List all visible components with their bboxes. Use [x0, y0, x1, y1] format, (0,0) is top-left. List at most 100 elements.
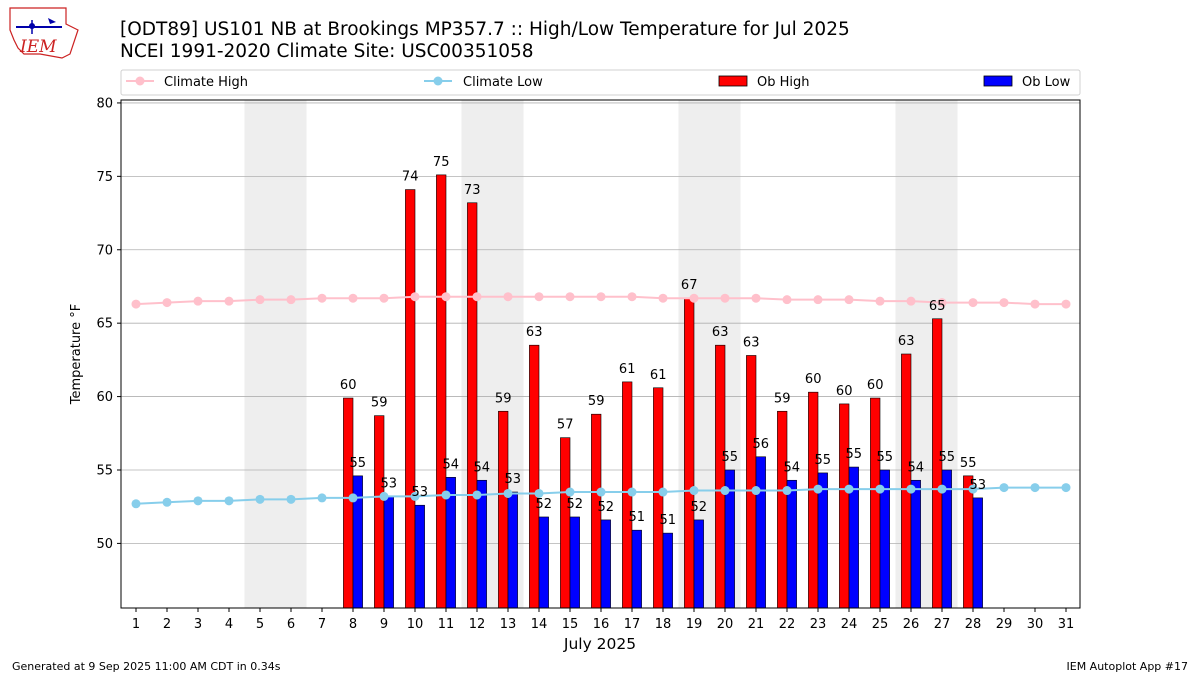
ob-high-bar: [684, 297, 695, 609]
climate-low-point: [627, 487, 637, 497]
climate-low-point: [317, 493, 327, 503]
x-tick-label: 6: [287, 617, 295, 632]
x-tick-label: 11: [438, 617, 455, 632]
ob-high-label: 74: [402, 170, 419, 185]
climate-low-point: [534, 488, 544, 498]
ob-high-label: 59: [588, 394, 605, 409]
ob-high-label: 59: [495, 391, 512, 406]
legend-ob-low-label: Ob Low: [1022, 75, 1071, 90]
ob-high-label: 55: [960, 456, 977, 471]
legend-climate-high-label: Climate High: [164, 75, 248, 90]
ob-high-bar: [746, 355, 757, 609]
ob-high-bar: [436, 174, 447, 609]
climate-low-point: [441, 490, 451, 500]
x-tick-label: 31: [1058, 617, 1075, 632]
climate-low-point: [906, 484, 916, 494]
x-tick-label: 19: [686, 617, 703, 632]
ob-high-label: 59: [371, 396, 388, 411]
climate-high-point: [379, 293, 389, 303]
x-tick-label: 13: [500, 617, 517, 632]
y-tick-label: 70: [96, 243, 113, 258]
bars: [343, 174, 983, 609]
y-axis: 50 55 60 65 70 75 80: [96, 96, 121, 552]
x-tick-label: 2: [163, 617, 171, 632]
ob-low-bar: [910, 479, 921, 609]
climate-low-point: [255, 494, 265, 504]
climate-low-point: [751, 486, 761, 496]
climate-high-point: [472, 292, 482, 302]
x-tick-label: 12: [469, 617, 486, 632]
footer-generated: Generated at 9 Sep 2025 11:00 AM CDT in …: [12, 660, 281, 673]
climate-high-point: [813, 295, 823, 305]
ob-high-bar: [839, 403, 850, 609]
ob-low-bar: [414, 504, 425, 609]
ob-low-label: 55: [939, 450, 956, 465]
x-tick-label: 29: [996, 617, 1013, 632]
x-tick-label: 9: [380, 617, 388, 632]
footer-app: IEM Autoplot App #17: [1067, 660, 1189, 673]
x-tick-label: 25: [872, 617, 889, 632]
x-tick-label: 4: [225, 617, 233, 632]
x-tick-label: 18: [655, 617, 672, 632]
climate-low-point: [472, 490, 482, 500]
climate-high-point: [286, 295, 296, 305]
climate-high-point: [658, 293, 668, 303]
x-tick-label: 8: [349, 617, 357, 632]
legend-climate-low: Climate Low: [424, 75, 543, 90]
ob-high-label: 65: [929, 299, 946, 314]
x-tick-label: 28: [965, 617, 982, 632]
climate-low-point: [720, 486, 730, 496]
x-axis: 1 2 3 4 5 6 7 8 9 10 11 12 13 14 15 16 17 18 19 20 21 22 23 24 2…: [132, 608, 1074, 632]
ob-low-label: 51: [629, 510, 646, 525]
x-axis-label: July 2025: [563, 635, 636, 653]
ob-low-bar: [786, 479, 797, 609]
ob-low-label: 52: [536, 497, 553, 512]
ob-high-label: 60: [805, 372, 822, 387]
x-tick-label: 21: [748, 617, 765, 632]
climate-high-point: [875, 296, 885, 306]
climate-high-point: [1061, 299, 1071, 309]
ob-high-label: 67: [681, 278, 698, 293]
y-tick-label: 65: [96, 317, 113, 332]
climate-low-point: [286, 494, 296, 504]
y-tick-label: 50: [96, 537, 113, 552]
y-tick-label: 75: [96, 170, 113, 185]
legend: Climate High Climate Low Ob High Ob Low: [120, 69, 1081, 96]
climate-high-point: [193, 296, 203, 306]
x-tick-label: 7: [318, 617, 326, 632]
weekend-shade: [244, 100, 307, 608]
ob-high-bar: [808, 391, 819, 609]
ob-high-bar: [715, 344, 726, 609]
climate-high-point: [255, 295, 265, 305]
ob-low-bar: [662, 532, 673, 609]
iem-logo: IEM: [9, 7, 79, 59]
ob-high-label: 63: [526, 325, 543, 340]
climate-low-point: [1061, 483, 1071, 493]
ob-low-bar: [383, 496, 394, 609]
ob-high-bar: [467, 202, 478, 609]
x-tick-label: 1: [132, 617, 140, 632]
ob-high-bar: [777, 410, 788, 609]
x-tick-label: 15: [562, 617, 579, 632]
ob-low-bar: [631, 529, 642, 609]
ob-high-bar: [529, 344, 540, 609]
ob-low-bar: [972, 497, 983, 609]
ob-low-bar: [507, 491, 518, 609]
climate-low-point: [224, 496, 234, 506]
climate-high-point: [937, 298, 947, 308]
climate-low-point: [162, 497, 172, 507]
climate-high-point: [751, 293, 761, 303]
climate-low-point: [875, 484, 885, 494]
legend-ob-high: Ob High: [718, 75, 810, 90]
y-axis-label: Temperature °F: [69, 304, 84, 405]
climate-low-point: [348, 493, 358, 503]
ob-low-label: 54: [443, 457, 460, 472]
ob-low-label: 54: [784, 460, 801, 475]
x-tick-label: 22: [779, 617, 796, 632]
x-tick-label: 17: [624, 617, 641, 632]
y-tick-label: 80: [96, 96, 113, 111]
climate-low-point: [968, 484, 978, 494]
climate-low-point: [1030, 483, 1040, 493]
x-tick-label: 20: [717, 617, 734, 632]
climate-high-point: [596, 292, 606, 302]
